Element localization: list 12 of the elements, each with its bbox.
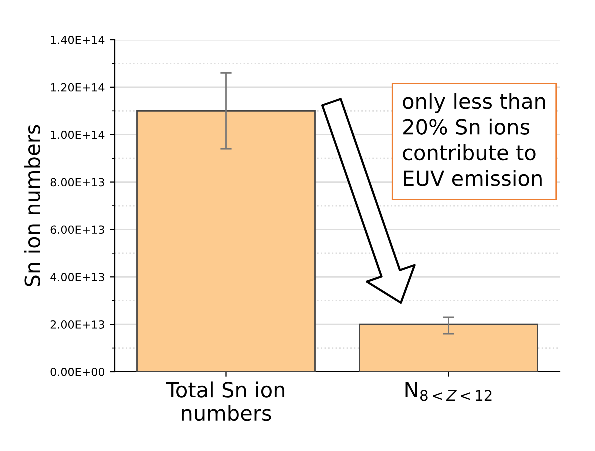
y-axis-title: Sn ion numbers <box>24 125 40 286</box>
y-tick-label: 1.00E+14 <box>51 130 105 140</box>
y-tick-label: 8.00E+13 <box>50 178 104 187</box>
y-tick-label: 0.00E+00 <box>50 368 105 376</box>
x-tick-label: N$_{8<Z<12}$ <box>406 382 492 402</box>
x-tick-label: Total Sn ion numbers <box>166 382 285 422</box>
y-tick-label: 1.40E+14 <box>51 36 105 44</box>
y-tick-label: 4.00E+13 <box>50 273 104 282</box>
annotation: only less than 20% Sn ions contribute to EUV emission <box>403 93 546 186</box>
y-tick-label: 2.00E+13 <box>50 320 104 329</box>
y-tick-label: 1.20E+14 <box>51 83 105 92</box>
y-tick-label: 6.00E+13 <box>50 226 104 234</box>
